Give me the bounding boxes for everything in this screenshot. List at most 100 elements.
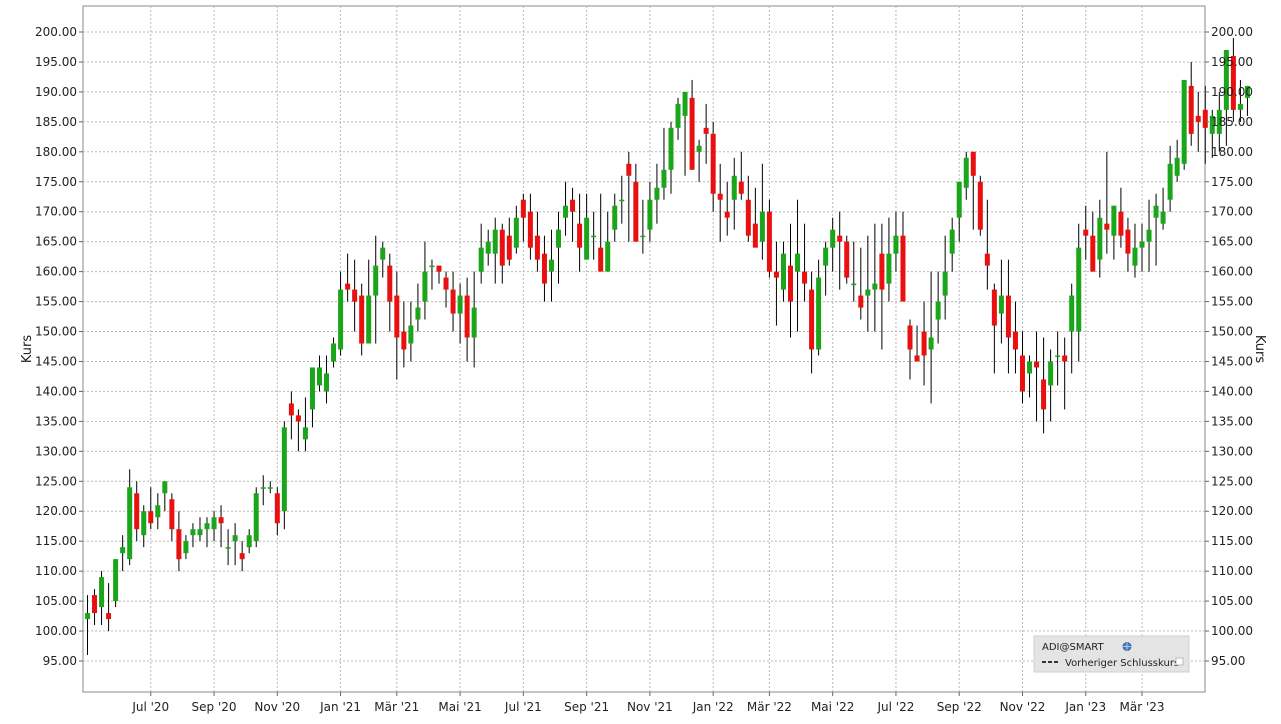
candle-body [338,289,344,350]
y-axis-title-left: Kurs [20,335,35,363]
x-tick-label: Jan '21 [319,700,361,714]
candle-up [302,397,308,452]
candle-body [373,265,379,296]
candle-up [373,235,379,344]
candle-body [837,235,843,242]
candle-down [450,271,456,332]
candle-body [288,403,294,416]
candle-body [1146,229,1152,242]
candle-body [267,487,273,489]
candle-down [352,259,358,332]
candle-body [1041,379,1047,410]
legend-box [1033,635,1190,673]
candle-body [795,253,801,272]
candle-body [1090,235,1096,272]
candle-down [858,247,864,320]
candle-up [113,559,119,608]
candle-up [963,151,969,200]
candle-body [113,559,119,602]
candle-body [415,307,421,320]
candle-body [914,355,920,362]
candle-body [935,301,941,320]
candle-body [120,547,126,554]
x-tick-label: Mär '23 [1119,700,1164,714]
candle-down [984,199,990,290]
candle-body [1012,331,1018,350]
y-tick-label-right: 140.00 [1211,384,1253,398]
candle-body [1181,79,1187,164]
candle-up [865,235,871,332]
candle-down [577,193,583,272]
candle-down [134,481,140,542]
y-tick-label-right: 145.00 [1211,354,1253,368]
candle-up [640,199,646,254]
candles [85,37,1250,656]
y-tick-label-right: 100.00 [1211,624,1253,638]
x-tick-label: Jul '20 [131,700,169,714]
candle-body [1083,229,1089,236]
candle-down [752,187,758,248]
x-tick-label: Nov '21 [627,700,673,714]
candle-body [584,217,590,260]
candle-up [668,121,674,194]
candle-body [106,613,112,620]
candle-up [211,511,217,542]
candle-body [134,493,140,530]
candle-down [809,271,815,374]
candle-body [464,295,470,338]
candle-up [513,205,519,254]
candle-body [556,229,562,248]
candle-body [612,205,618,230]
candle-body [422,271,428,302]
candle-body [260,487,266,489]
candle-body [872,283,878,290]
candle-body [998,295,1004,314]
candle-body [724,211,730,218]
candle-down [443,271,449,308]
candle-down [1090,211,1096,272]
candle-up [1244,85,1250,116]
candle-body [316,367,322,386]
y-tick-label-left: 170.00 [35,205,77,219]
candle-down [977,175,983,236]
candle-up [155,493,161,530]
y-tick-label-right: 175.00 [1211,175,1253,189]
candle-body [802,271,808,284]
candle-body [640,235,646,238]
y-tick-label-left: 150.00 [35,325,77,339]
candle-body [1062,355,1068,362]
candle-down [991,283,997,374]
y-tick-label-left: 125.00 [35,474,77,488]
y-tick-label-right: 185.00 [1211,115,1253,129]
candle-up [1181,79,1187,170]
y-tick-label-left: 140.00 [35,384,77,398]
x-tick-label: Sep '20 [192,700,237,714]
candle-body [626,163,632,176]
legend-label-previous-close: Vorheriger Schlusskurs [1065,658,1179,669]
y-tick-label-left: 105.00 [35,594,77,608]
candle-up [478,223,484,284]
candle-body [710,133,716,194]
candle-up [246,529,252,554]
candle-up [232,523,238,566]
candle-down [92,589,98,626]
candle-body [274,493,280,524]
candle-body [773,271,779,278]
candle-body [788,265,793,302]
candle-body [1174,157,1180,176]
candle-down [295,409,301,452]
candle-body [851,283,857,286]
candle-body [1132,247,1138,266]
candle-body [309,367,315,410]
candle-body [99,577,105,608]
candle-body [197,529,203,536]
x-tick-label: Sep '21 [564,700,609,714]
candle-body [647,199,653,230]
candle-body [1244,85,1250,98]
candle-body [942,271,948,296]
candle-down [394,271,400,380]
y-tick-label-right: 120.00 [1211,504,1253,518]
candle-up [415,283,421,332]
candle-up [563,181,569,236]
candle-down [169,493,175,542]
